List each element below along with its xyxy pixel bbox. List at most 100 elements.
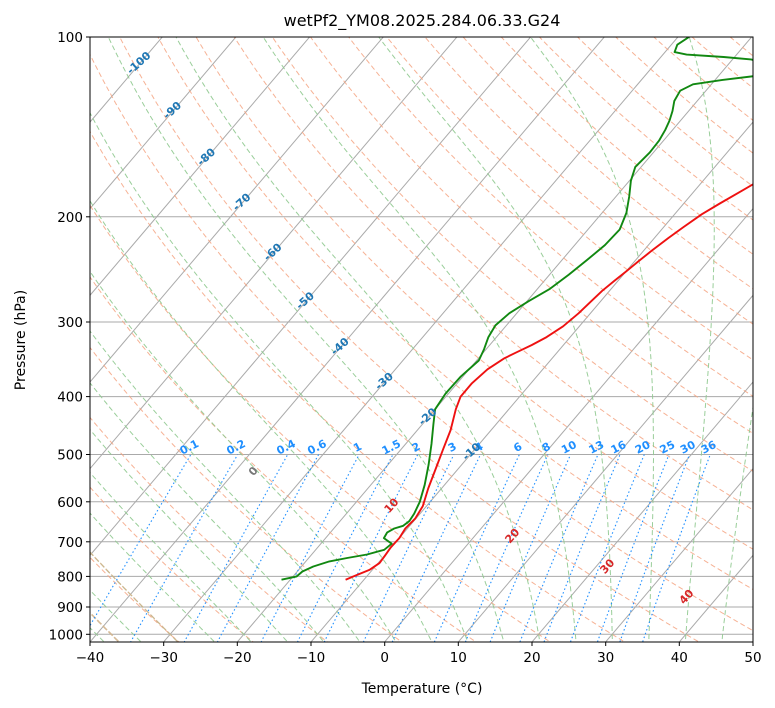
dewpoint-profile (281, 37, 753, 581)
mixing-ratio-line (260, 454, 360, 642)
mixing-ratio-line (519, 454, 599, 642)
moist-adiabat-line (90, 330, 361, 642)
moist-adiabat-line (90, 512, 216, 642)
dry-adiabat-line (90, 276, 477, 642)
isotherm-line (90, 37, 237, 210)
y-axis-label: Pressure (hPa) (13, 290, 29, 390)
moist-adiabat-line (90, 270, 397, 642)
chart-title: wetPf2_YM08.2025.284.06.33.G24 (284, 11, 561, 31)
y-tick-label: 900 (57, 600, 83, 616)
y-tick-label: 300 (57, 315, 83, 331)
isotherm-line (90, 37, 458, 470)
mixing-ratio-line (569, 454, 645, 642)
x-tick-label: −20 (223, 650, 252, 666)
x-axis-label: Temperature (°C) (361, 681, 483, 697)
mixing-ratio-line (596, 454, 670, 642)
x-tick-label: 20 (523, 650, 540, 666)
temperature-profile (345, 183, 753, 581)
mixing-ratio-label: 3 (446, 440, 459, 455)
mixing-ratio-label: 20 (633, 438, 653, 457)
x-tick-label: 30 (597, 650, 614, 666)
dry-adiabat-line (90, 130, 626, 642)
moist-adiabat-line (721, 404, 753, 642)
plot-frame (89, 36, 754, 643)
y-tick-label: 400 (57, 390, 83, 406)
mixing-ratio-line (489, 454, 572, 642)
mixing-ratio-label: 30 (678, 438, 698, 457)
dry-adiabat-line (90, 53, 700, 642)
moist-adiabat-label: 10 (382, 495, 402, 515)
mixing-ratio-line (216, 454, 320, 642)
y-tick-label: 600 (57, 495, 83, 511)
dry-adiabat-line (691, 37, 753, 89)
isotherm-line (310, 121, 753, 642)
dry-adiabat-line (90, 416, 329, 642)
isotherm-line (90, 37, 532, 557)
isotherm-line (236, 37, 753, 642)
isotherm-line (90, 37, 605, 642)
isotherm-line (457, 294, 753, 642)
mixing-ratio-line (130, 454, 239, 642)
moist-adiabat-line (684, 37, 715, 642)
moist-adiabat-line (175, 37, 541, 642)
y-tick-label: 1000 (49, 627, 83, 643)
moist-adiabat-line (90, 589, 142, 642)
y-tick-label: 500 (57, 448, 83, 464)
theta-e-line (90, 551, 179, 642)
y-tick-label: 100 (57, 30, 83, 46)
mixing-ratio-line (362, 454, 455, 642)
dry-adiabat-line (271, 37, 753, 472)
dry-adiabat-line (729, 37, 753, 57)
isotherm-line (752, 641, 753, 642)
dry-adiabat-line (653, 37, 753, 121)
moist-adiabat-line (262, 37, 577, 642)
moist-adiabat-label: 30 (597, 556, 617, 576)
mixing-ratio-label: 8 (540, 440, 553, 455)
isotherm-line (90, 37, 384, 383)
dry-adiabat-line (90, 486, 254, 642)
dry-adiabat-line (233, 37, 753, 511)
isotherm-line (162, 37, 679, 642)
mixing-ratio-line (323, 454, 419, 642)
mixing-ratio-label: 10 (559, 438, 579, 457)
mixing-ratio-line (183, 454, 289, 642)
mixing-ratio-line (296, 454, 394, 642)
moist-adiabat-label: 20 (502, 526, 522, 546)
mixing-ratio-label: 13 (587, 438, 607, 457)
y-tick-label: 200 (57, 210, 83, 226)
dry-adiabat-line (576, 37, 753, 187)
isotherm-line (531, 381, 753, 642)
mixing-ratio-label: 36 (699, 438, 719, 457)
mixing-ratio-line (642, 454, 711, 642)
dry-adiabat-line (615, 37, 753, 154)
x-tick-label: 0 (380, 650, 389, 666)
dry-adiabat-line (90, 204, 552, 642)
dry-adiabat-line (309, 37, 753, 434)
x-tick-label: 40 (671, 650, 688, 666)
isotherm-line (90, 37, 163, 123)
moist-adiabat-label: 0 (246, 464, 261, 479)
dry-adiabat-line (462, 37, 753, 290)
dry-adiabat-line (348, 37, 753, 397)
dry-adiabat-line (386, 37, 753, 361)
mixing-ratio-line (433, 454, 520, 642)
y-tick-label: 700 (57, 535, 83, 551)
mixing-ratio-label: 25 (658, 438, 678, 457)
moist-adiabat-line (90, 428, 289, 642)
isotherm-line (604, 467, 753, 642)
isotherm-line (90, 37, 311, 297)
moist-adiabat-line (529, 37, 654, 642)
mixing-ratio-label: 6 (511, 440, 524, 455)
moist-adiabat-line (90, 199, 433, 642)
dry-adiabat-line (90, 346, 403, 642)
moist-adiabat-label: 40 (677, 587, 697, 607)
x-tick-label: −10 (297, 650, 326, 666)
dry-adiabat-line (756, 26, 775, 649)
y-tick-label: 800 (57, 569, 83, 585)
mixing-ratio-line (464, 454, 549, 642)
mixing-ratio-label: 16 (609, 438, 629, 457)
x-tick-label: 10 (450, 650, 467, 666)
dry-adiabat-line (157, 37, 753, 591)
moist-adiabat-line (0, 24, 72, 647)
